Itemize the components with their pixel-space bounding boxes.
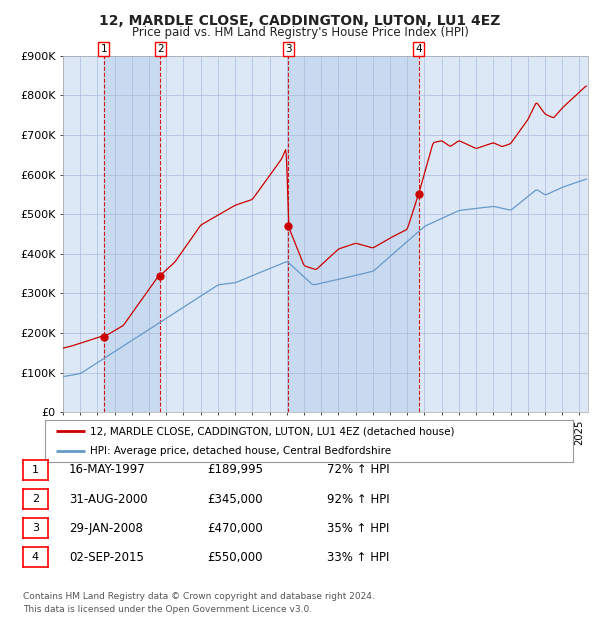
Bar	[288, 56, 419, 412]
Text: 12, MARDLE CLOSE, CADDINGTON, LUTON, LU1 4EZ (detached house): 12, MARDLE CLOSE, CADDINGTON, LUTON, LU1…	[90, 426, 454, 436]
Text: 2: 2	[157, 43, 164, 54]
Bar	[63, 56, 104, 412]
Text: 92% ↑ HPI: 92% ↑ HPI	[327, 493, 389, 505]
Text: £470,000: £470,000	[207, 522, 263, 534]
Text: 31-AUG-2000: 31-AUG-2000	[69, 493, 148, 505]
Text: 02-SEP-2015: 02-SEP-2015	[69, 551, 144, 564]
Text: 29-JAN-2008: 29-JAN-2008	[69, 522, 143, 534]
Text: 4: 4	[32, 552, 39, 562]
Text: 72% ↑ HPI: 72% ↑ HPI	[327, 464, 389, 476]
Text: Price paid vs. HM Land Registry's House Price Index (HPI): Price paid vs. HM Land Registry's House …	[131, 26, 469, 39]
Text: 1: 1	[32, 465, 39, 475]
Text: 3: 3	[32, 523, 39, 533]
Text: 1: 1	[100, 43, 107, 54]
Bar	[104, 56, 160, 412]
Bar	[160, 56, 288, 412]
Text: 2: 2	[32, 494, 39, 504]
Text: This data is licensed under the Open Government Licence v3.0.: This data is licensed under the Open Gov…	[23, 604, 312, 614]
Text: 12, MARDLE CLOSE, CADDINGTON, LUTON, LU1 4EZ: 12, MARDLE CLOSE, CADDINGTON, LUTON, LU1…	[100, 14, 500, 28]
Text: 4: 4	[415, 43, 422, 54]
Text: Contains HM Land Registry data © Crown copyright and database right 2024.: Contains HM Land Registry data © Crown c…	[23, 592, 374, 601]
Text: £550,000: £550,000	[207, 551, 263, 564]
Bar	[419, 56, 588, 412]
Text: 16-MAY-1997: 16-MAY-1997	[69, 464, 146, 476]
Text: 33% ↑ HPI: 33% ↑ HPI	[327, 551, 389, 564]
Text: 35% ↑ HPI: 35% ↑ HPI	[327, 522, 389, 534]
Text: HPI: Average price, detached house, Central Bedfordshire: HPI: Average price, detached house, Cent…	[90, 446, 391, 456]
Text: 3: 3	[285, 43, 292, 54]
Text: £345,000: £345,000	[207, 493, 263, 505]
Text: £189,995: £189,995	[207, 464, 263, 476]
